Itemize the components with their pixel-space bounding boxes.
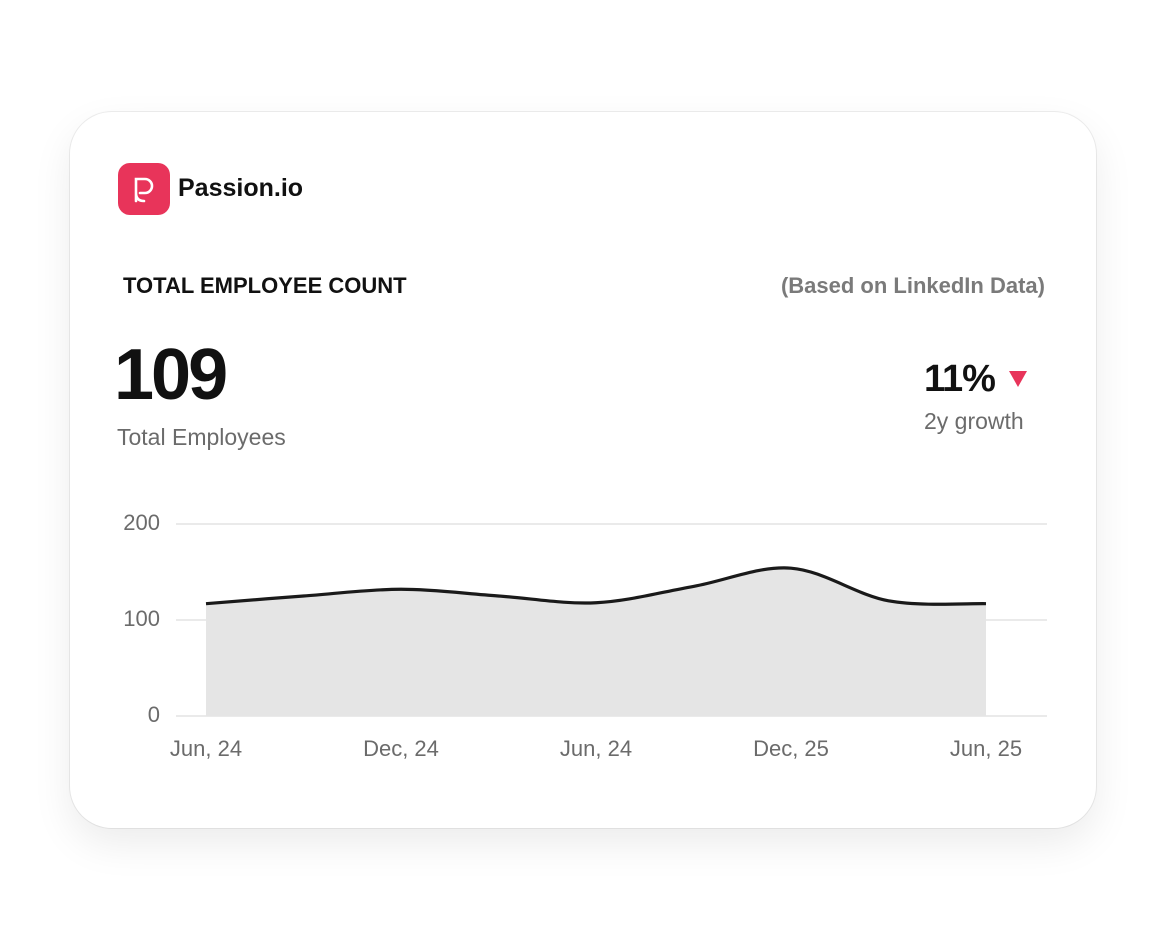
brand: Passion.io — [178, 174, 304, 202]
x-tick-label: Jun, 24 — [170, 736, 242, 761]
x-tick-label: Dec, 25 — [753, 736, 829, 761]
y-tick-label: 0 — [148, 702, 160, 727]
down-arrow — [1009, 371, 1027, 387]
x-tick-label: Jun, 25 — [950, 736, 1022, 761]
total-label: Total Employees — [117, 424, 286, 450]
section-title: TOTAL EMPLOYEE COUNT — [123, 273, 407, 298]
x-tick-label: Jun, 24 — [560, 736, 632, 761]
total-value: 109 — [114, 335, 228, 415]
y-tick-label: 100 — [123, 606, 160, 631]
growth-label: 2y growth — [924, 408, 1024, 434]
source-note: (Based on LinkedIn Data) — [780, 273, 1045, 298]
y-tick-label: 200 — [123, 510, 160, 535]
growth-value: 11% — [924, 358, 996, 400]
line — [205, 566, 987, 606]
area — [206, 567, 986, 716]
logo — [118, 163, 170, 215]
x-tick-label: Dec, 24 — [363, 736, 439, 761]
